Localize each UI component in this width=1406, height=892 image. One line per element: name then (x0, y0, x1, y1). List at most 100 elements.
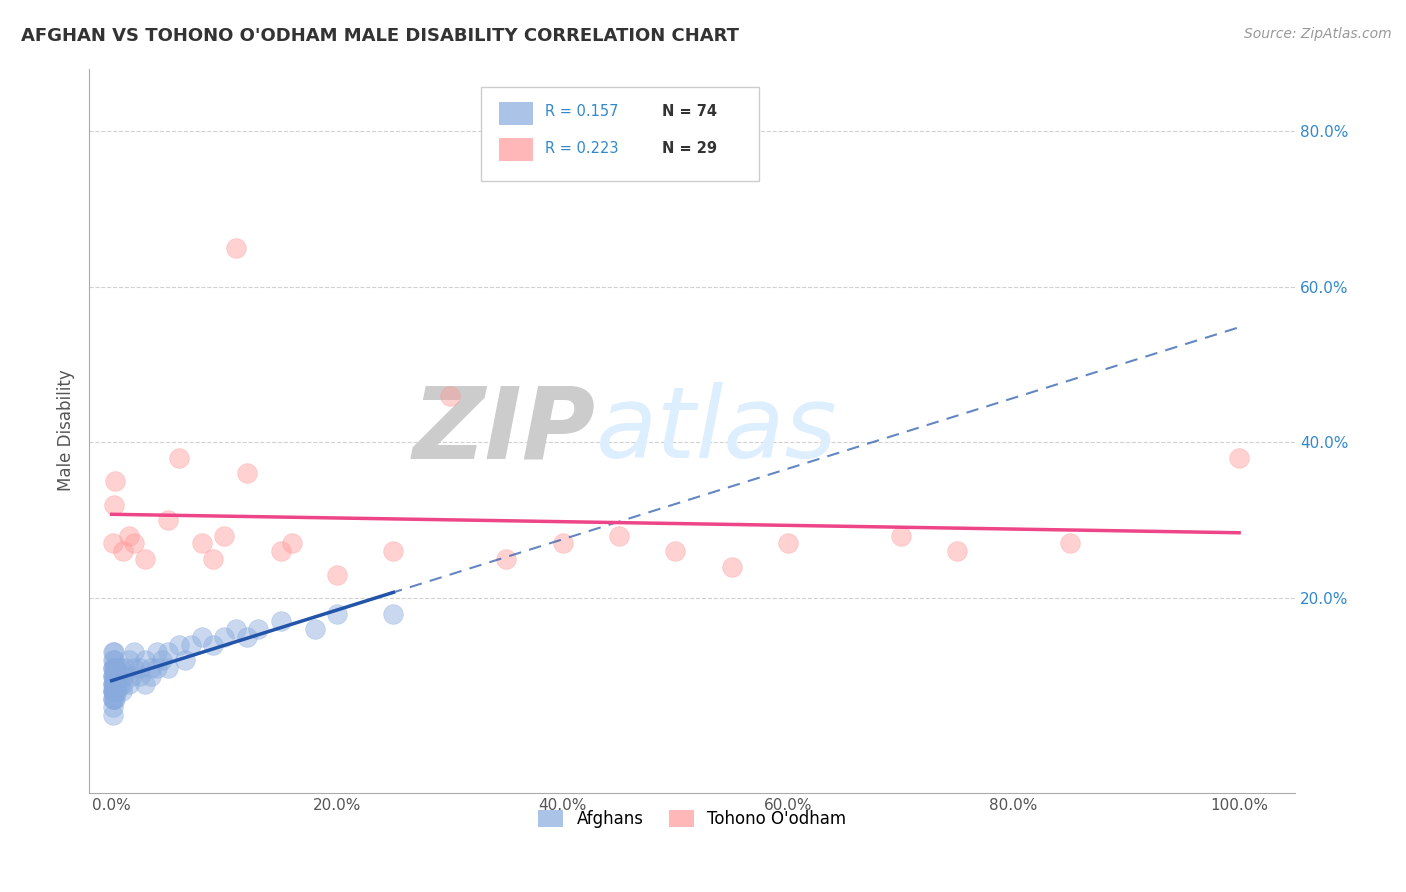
Point (139, 669, 162, 683)
Point (607, 529, 630, 543)
Point (169, 638, 191, 652)
Point (101, 536, 124, 550)
Point (946, 544, 969, 558)
Point (110, 661, 132, 675)
Point (101, 661, 124, 675)
Point (270, 615, 292, 629)
Point (101, 700, 124, 714)
Point (101, 669, 124, 683)
Point (103, 653, 125, 667)
Point (105, 676, 128, 690)
Point (103, 676, 125, 690)
Text: AFGHAN VS TOHONO O'ODHAM MALE DISABILITY CORRELATION CHART: AFGHAN VS TOHONO O'ODHAM MALE DISABILITY… (21, 27, 740, 45)
Point (169, 450, 191, 465)
Point (101, 684, 124, 698)
Point (117, 676, 139, 690)
Text: ZIP: ZIP (413, 382, 596, 479)
Point (150, 653, 173, 667)
Point (111, 669, 134, 683)
Point (128, 661, 150, 675)
Point (281, 536, 304, 550)
Point (103, 684, 125, 698)
Point (104, 676, 127, 690)
Point (134, 676, 156, 690)
Point (326, 567, 349, 582)
FancyBboxPatch shape (499, 102, 533, 125)
Point (111, 684, 134, 698)
Point (247, 622, 270, 636)
Point (495, 552, 517, 566)
Point (105, 669, 128, 683)
Point (1059, 536, 1081, 550)
Point (101, 669, 124, 683)
Point (191, 630, 214, 644)
Point (214, 529, 236, 543)
FancyBboxPatch shape (499, 138, 533, 161)
Point (122, 536, 145, 550)
Point (104, 684, 127, 698)
Point (111, 676, 134, 690)
Point (326, 607, 349, 621)
Point (202, 552, 225, 566)
Text: N = 29: N = 29 (662, 141, 717, 156)
Point (101, 684, 124, 698)
Point (156, 646, 179, 660)
Point (139, 661, 162, 675)
Point (101, 684, 124, 698)
Point (128, 669, 150, 683)
Point (103, 692, 125, 706)
Point (104, 669, 127, 683)
Point (101, 707, 124, 722)
Point (104, 676, 127, 690)
Point (664, 544, 686, 558)
Point (101, 692, 124, 706)
Point (103, 498, 125, 512)
Point (382, 607, 405, 621)
Point (890, 529, 912, 543)
Point (156, 513, 179, 527)
Point (104, 661, 127, 675)
Point (105, 684, 128, 698)
Point (145, 646, 167, 660)
Point (121, 669, 143, 683)
Point (122, 661, 145, 675)
Point (1227, 450, 1250, 465)
Text: R = 0.157: R = 0.157 (546, 104, 619, 120)
Point (236, 467, 259, 481)
Point (122, 646, 145, 660)
Text: R = 0.223: R = 0.223 (546, 141, 619, 156)
Legend: Afghans, Tohono O'odham: Afghans, Tohono O'odham (531, 804, 853, 835)
Point (103, 669, 125, 683)
Point (180, 638, 202, 652)
Point (105, 676, 128, 690)
Text: N = 74: N = 74 (662, 104, 717, 120)
Point (191, 536, 214, 550)
Point (101, 646, 124, 660)
Point (103, 676, 125, 690)
Point (103, 646, 125, 660)
Point (101, 653, 124, 667)
Point (134, 653, 156, 667)
Point (108, 676, 131, 690)
Point (270, 544, 292, 558)
Point (105, 684, 128, 698)
Point (101, 692, 124, 706)
Point (778, 536, 800, 550)
Point (101, 661, 124, 675)
Point (382, 544, 405, 558)
Point (156, 661, 179, 675)
Text: atlas: atlas (596, 382, 838, 479)
Point (114, 661, 136, 675)
Y-axis label: Male Disability: Male Disability (58, 369, 75, 491)
Point (236, 630, 259, 644)
Point (225, 241, 247, 255)
Point (117, 653, 139, 667)
Point (105, 661, 128, 675)
Point (202, 638, 225, 652)
Point (104, 669, 127, 683)
Point (134, 552, 156, 566)
Point (720, 559, 742, 574)
Point (214, 630, 236, 644)
Point (551, 536, 574, 550)
Point (101, 676, 124, 690)
